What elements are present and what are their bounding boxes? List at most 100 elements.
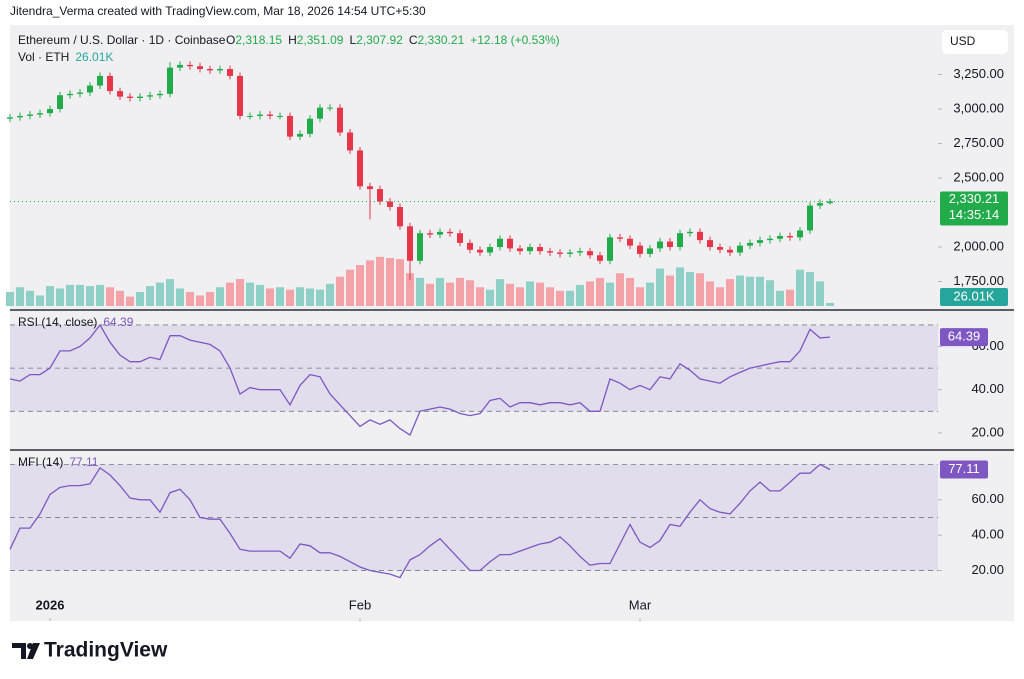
candle-body (97, 75, 103, 86)
y-tick-label: 20.00 (971, 424, 1004, 439)
volume-bar (96, 284, 104, 306)
currency-button[interactable] (942, 30, 1008, 54)
indicator-last-label-bg (940, 460, 988, 479)
volume-bar (156, 282, 164, 306)
volume-bar (196, 295, 204, 306)
y-tick-label: 40.00 (971, 381, 1004, 396)
candle-body (497, 238, 503, 248)
candle-body (347, 132, 353, 151)
candle-body (707, 240, 713, 248)
volume-bar (816, 281, 824, 306)
candle-body (597, 255, 603, 261)
candle-body (587, 251, 593, 256)
volume-bar (266, 288, 274, 306)
volume-bar (476, 287, 484, 306)
ohlc-key: L (349, 33, 356, 47)
volume-bar (326, 283, 334, 306)
candle-body (227, 69, 233, 76)
volume-bar (46, 286, 54, 306)
volume-bar (186, 291, 194, 306)
candle-body (457, 233, 463, 243)
candle-body (627, 238, 633, 246)
volume-bar (226, 282, 234, 306)
candle-body (37, 113, 43, 115)
candle-body (797, 230, 803, 238)
y-tick-label: 2,750.00 (953, 135, 1004, 150)
volume-bar (346, 269, 354, 306)
volume-bar (756, 276, 764, 306)
volume-bar (236, 279, 244, 306)
currency-button-label[interactable]: USD (950, 34, 976, 48)
volume-bar (206, 291, 214, 306)
candle-body (387, 201, 393, 207)
candle-body (667, 241, 673, 248)
candle-body (777, 235, 783, 239)
candle-body (117, 91, 123, 97)
candle-body (57, 95, 63, 110)
candle-body (247, 115, 253, 117)
brand-logo (12, 643, 40, 659)
volume-bar (776, 290, 784, 306)
volume-bar (406, 273, 414, 306)
volume-bar (416, 277, 424, 306)
candle-body (277, 115, 283, 117)
volume-bar (316, 289, 324, 306)
volume-bar (556, 290, 564, 306)
volume-last-label-bg (940, 287, 1008, 306)
candle-body (767, 238, 773, 241)
volume-bar (736, 275, 744, 306)
ohlc-key: O (226, 33, 235, 47)
volume-bar (36, 295, 44, 306)
volume-bar (376, 256, 384, 306)
candle-body (747, 242, 753, 246)
volume-bar (666, 275, 674, 306)
volume-bar (686, 272, 694, 306)
indicator-line (9, 463, 831, 579)
y-tick-label: 2,500.00 (953, 169, 1004, 184)
candle-body (447, 231, 453, 234)
volume-bar (336, 276, 344, 306)
y-tick-label: 2,000.00 (953, 238, 1004, 253)
indicator-line (9, 323, 831, 436)
volume-bar (136, 291, 144, 306)
candle-body (687, 231, 693, 234)
candle-body (787, 235, 793, 238)
ohlc-key: C (409, 33, 418, 47)
candle-body (307, 118, 313, 134)
candle-body (817, 203, 823, 206)
candle-body (827, 201, 833, 204)
volume-bar (286, 289, 294, 306)
candle-body (397, 206, 403, 227)
chart-background (10, 25, 1014, 621)
candle-body (187, 64, 193, 67)
candle-body (317, 107, 323, 119)
volume-bar (516, 287, 524, 306)
ohlc-value: 2,307.92 (356, 33, 403, 47)
volume-bar (486, 289, 494, 306)
candle-body (337, 107, 343, 133)
volume-legend: Vol · ETH 26.01K (18, 50, 113, 64)
candle-body (607, 237, 613, 261)
x-tick-label: 2026 (36, 597, 65, 612)
candle-body (647, 248, 653, 254)
candle-body (437, 231, 443, 235)
volume-bar (176, 288, 184, 306)
candle-body (107, 75, 113, 92)
candle-body (167, 67, 173, 94)
volume-bar (166, 279, 174, 306)
volume-bar (796, 269, 804, 306)
candle-body (127, 96, 133, 98)
volume-bar (626, 277, 634, 306)
candle-body (237, 75, 243, 116)
y-tick-label: 3,000.00 (953, 100, 1004, 115)
volume-bar (766, 280, 774, 306)
volume-bar (366, 260, 374, 306)
attribution: Jitendra_Verma created with TradingView.… (10, 4, 426, 18)
volume-bar (106, 287, 114, 306)
ohlc-value: 2,351.09 (297, 33, 344, 47)
indicator-last-label-bg (940, 328, 988, 347)
candle-body (507, 238, 513, 249)
volume-name: Vol · ETH (18, 50, 69, 64)
volume-bar (216, 287, 224, 306)
candle-body (17, 115, 23, 118)
